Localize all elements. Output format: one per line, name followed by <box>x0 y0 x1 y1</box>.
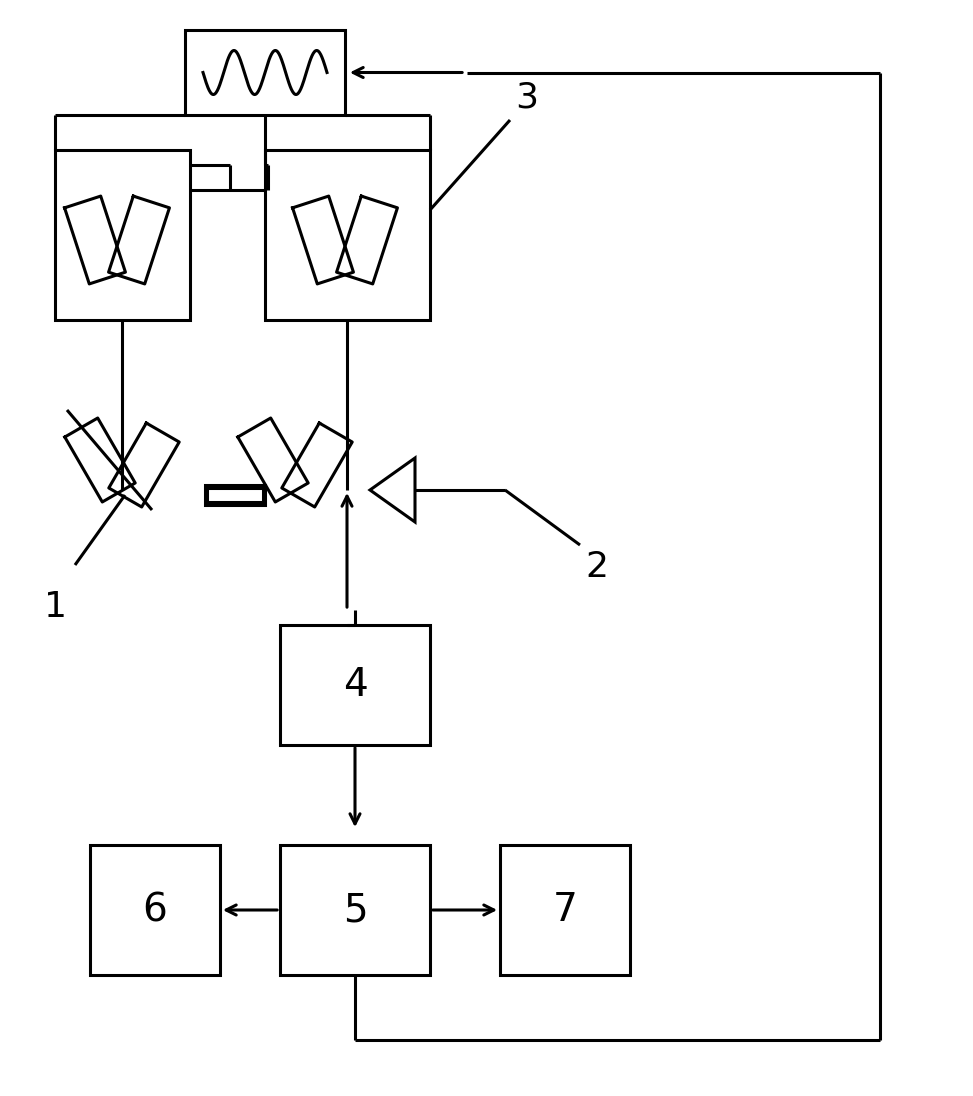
Text: 3: 3 <box>515 81 538 115</box>
Bar <box>185 30 345 115</box>
Text: 7: 7 <box>553 891 577 929</box>
Bar <box>280 625 430 745</box>
Bar <box>265 150 430 320</box>
Bar <box>90 845 220 975</box>
Text: 5: 5 <box>342 891 368 929</box>
Polygon shape <box>370 458 415 522</box>
Bar <box>205 486 265 505</box>
Bar <box>500 845 630 975</box>
Text: 2: 2 <box>585 550 608 584</box>
Text: 6: 6 <box>143 891 167 929</box>
Bar <box>55 150 190 320</box>
Text: 4: 4 <box>342 666 368 704</box>
Text: 1: 1 <box>44 590 66 624</box>
Bar <box>280 845 430 975</box>
Bar <box>207 488 263 502</box>
